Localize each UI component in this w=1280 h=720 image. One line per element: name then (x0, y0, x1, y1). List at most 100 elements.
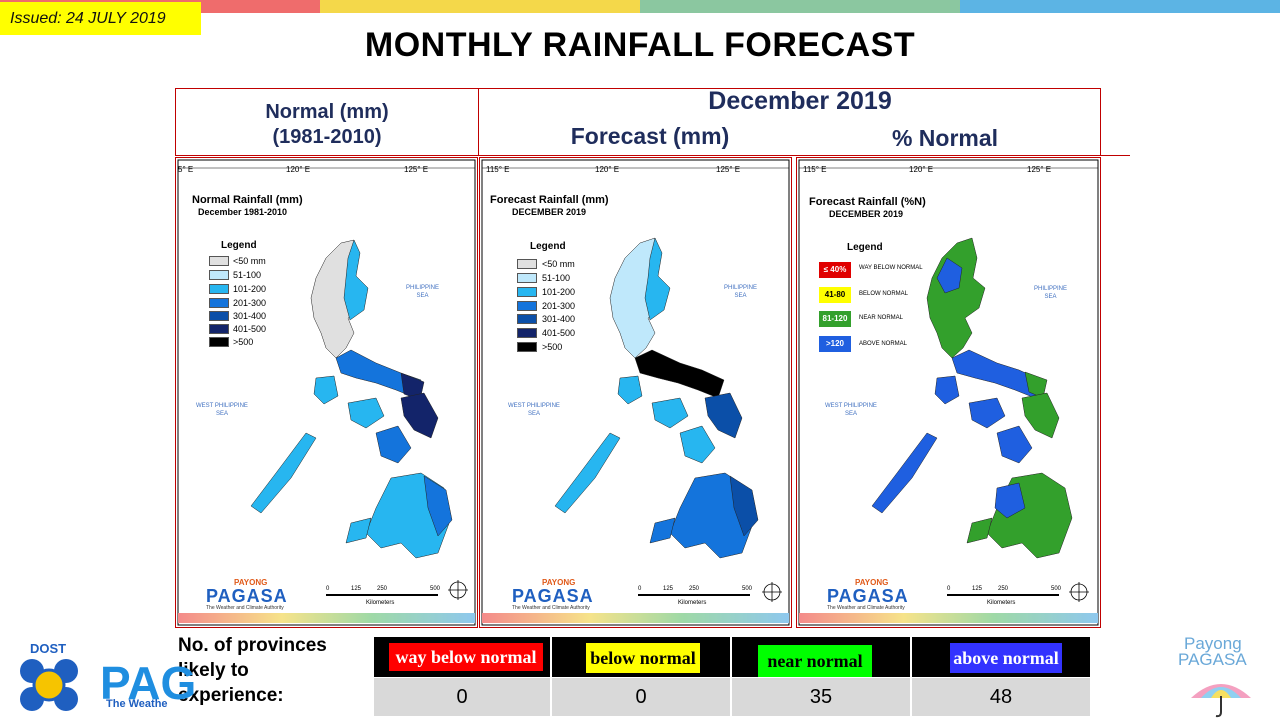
map-title: Forecast Rainfall (mm) (490, 194, 609, 206)
logo-subtitle: The Weather and Climate Authority (827, 605, 905, 611)
lon-label: 120° E (909, 165, 934, 174)
lon-label: 115° E (803, 165, 827, 174)
normal-header-line2: (1981-2010) (272, 126, 382, 148)
legend-label: <50 mm (233, 256, 266, 266)
scale-tick: 125 (351, 586, 362, 592)
above-normal-count: 48 (912, 678, 1090, 716)
logo-subtitle: The Weather and Climate Authority (512, 605, 590, 611)
pagasa-partial-text: PAG (100, 657, 197, 709)
lon-label: 5° E (178, 165, 194, 174)
legend-swatch: ≤ 40% (819, 262, 851, 278)
scale-tick: 125 (663, 586, 674, 592)
percent-normal-map-panel: 115° E 120° E 125° E Forecast Rainfall (… (796, 157, 1101, 628)
pagasa-emblem-icon (20, 659, 78, 711)
legend-swatch (209, 298, 229, 308)
header-divider-ext (1100, 155, 1130, 156)
percent-normal-header: % Normal (891, 125, 999, 151)
legend-swatch (517, 287, 537, 297)
legend-swatch (209, 324, 229, 334)
province-count-label-line: likely to (178, 660, 249, 681)
legend-swatch: >120 (819, 336, 851, 352)
sea-label-west: WEST PHILIPPINE SEA (825, 403, 877, 417)
payong-logo-text: PAYONG (855, 578, 889, 587)
normal-header-line1: Normal (mm) (265, 101, 389, 123)
scale-tick: 500 (1051, 586, 1062, 592)
scale-tick: 500 (742, 586, 753, 592)
normal-map-graphic (177, 159, 476, 626)
legend-label: 101-200 (233, 284, 267, 294)
legend-swatch (517, 328, 537, 338)
legend-swatch: 41-80 (819, 287, 851, 303)
legend-swatch (517, 259, 537, 269)
scale-tick: 125 (972, 586, 983, 592)
forecast-header: Forecast (mm) (570, 123, 730, 149)
scale-tick: 250 (689, 586, 700, 592)
forecast-rainfall-map-panel: 115° E 120° E 125° E Forecast Rainfall (… (479, 157, 792, 628)
legend-title: Legend (530, 241, 566, 252)
province-count-label: No. of provinces likely to experience: (178, 633, 327, 708)
legend-label: 401-500 (233, 324, 267, 334)
legend-label: 301-400 (233, 311, 267, 321)
province-count-label-line: No. of provinces (178, 635, 327, 656)
payong-logo-text: PAYONG (234, 578, 268, 587)
map-title: Normal Rainfall (mm) (192, 194, 303, 206)
legend-swatch (209, 270, 229, 280)
legend-label: 301-400 (542, 314, 576, 324)
scale-tick: 0 (638, 586, 642, 592)
header-divider (478, 88, 479, 156)
legend-swatch (517, 342, 537, 352)
map-title: Forecast Rainfall (%N) (809, 196, 926, 208)
legend-swatch (209, 337, 229, 347)
lon-label: 120° E (286, 165, 311, 174)
scale-tick: 500 (430, 586, 441, 592)
legend-title: Legend (221, 240, 257, 251)
legend-label: BELOW NORMAL (859, 291, 909, 297)
way-below-normal-header: way below normal (389, 643, 543, 671)
legend-label: 51-100 (233, 270, 262, 280)
scale-tick: 250 (998, 586, 1009, 592)
percent-map-graphic (798, 159, 1099, 626)
sea-label-west: WEST PHILIPPINE SEA (508, 403, 560, 417)
sea-label-west: WEST PHILIPPINE SEA (196, 403, 248, 417)
legend-label: 101-200 (542, 287, 576, 297)
logo-subtitle: The Weather and Climate Authority (206, 605, 284, 611)
umbrella-icon (1191, 684, 1251, 718)
legend-swatch (517, 273, 537, 283)
legend-label: 201-300 (542, 301, 576, 311)
legend-label: 201-300 (233, 298, 267, 308)
scale-tick: 250 (377, 586, 388, 592)
legend-label: >500 (233, 337, 254, 347)
way-below-normal-count: 0 (374, 678, 550, 716)
payong-text: Payong (1184, 634, 1242, 653)
sea-label-east: PHILIPPINE SEA (406, 285, 440, 299)
scale-tick: 0 (326, 586, 330, 592)
legend-label: NEAR NORMAL (859, 315, 904, 321)
payong-logo-text: PAYONG (542, 578, 576, 587)
lon-label: 120° E (595, 165, 620, 174)
legend-swatch (209, 284, 229, 294)
legend-swatch (209, 311, 229, 321)
issued-date-label: Issued: 24 JULY 2019 (0, 2, 201, 35)
map-subtitle: December 1981-2010 (198, 207, 288, 217)
pagasa-logo-text: PAGASA (827, 586, 909, 606)
map-subtitle: DECEMBER 2019 (829, 209, 904, 219)
pagasa-text: PAGASA (1178, 650, 1247, 669)
legend-label: WAY BELOW NORMAL (859, 265, 923, 271)
below-normal-count: 0 (552, 678, 730, 716)
province-count-table: way below normal below normal near norma… (374, 637, 1090, 717)
scale-tick: 0 (947, 586, 951, 592)
near-normal-header: near normal (758, 645, 872, 677)
scale-unit: Kilometers (366, 600, 395, 606)
legend-label: 51-100 (542, 273, 571, 283)
legend-label: 401-500 (542, 328, 576, 338)
map-subtitle: DECEMBER 2019 (512, 207, 587, 217)
month-header: December 2019 (708, 87, 892, 115)
header-box (175, 88, 1101, 156)
near-normal-count: 35 (732, 678, 910, 716)
lon-label: 125° E (716, 165, 741, 174)
lon-label: 115° E (486, 165, 510, 174)
page-title: MONTHLY RAINFALL FORECAST (364, 26, 916, 64)
legend-label: <50 mm (542, 259, 575, 269)
legend-swatch (517, 314, 537, 324)
lon-label: 125° E (1027, 165, 1052, 174)
